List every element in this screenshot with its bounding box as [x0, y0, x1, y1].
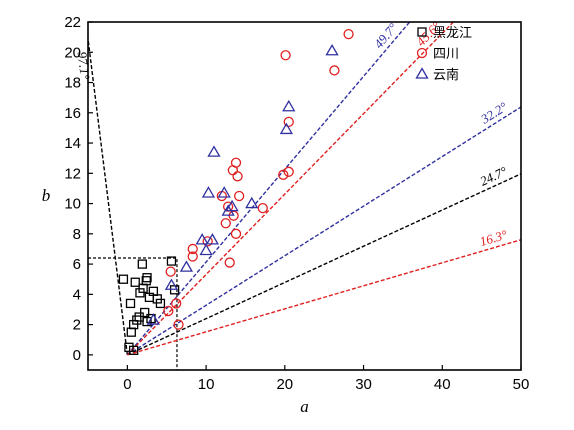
point-triangle-2-1 — [164, 278, 179, 290]
point-circle-1-10 — [234, 190, 245, 202]
data-points — [118, 28, 354, 355]
point-triangle-2-2 — [179, 260, 194, 272]
x-tick-label-1: 10 — [198, 376, 215, 393]
point-square-0-18 — [118, 274, 129, 284]
angle-line-4 — [127, 173, 522, 356]
point-square-0-0 — [124, 342, 134, 352]
y-tick-label-1: 2 — [73, 317, 81, 334]
point-square-0-1 — [129, 345, 139, 355]
point-circle-1-21 — [343, 28, 354, 40]
point-square-0-12 — [141, 276, 151, 286]
point-triangle-2-13 — [282, 99, 296, 112]
y-tick-label-3: 6 — [73, 256, 81, 273]
dashed-bounding-box — [88, 257, 178, 370]
point-circle-1-19 — [329, 65, 340, 76]
point-circle-1-1 — [165, 266, 176, 277]
x-tick-label-4: 40 — [434, 376, 451, 393]
y-tick-label-11: 22 — [64, 14, 81, 31]
y-tick-label-7: 14 — [64, 135, 81, 152]
point-triangle-2-7 — [217, 186, 231, 198]
point-square-0-4 — [132, 315, 142, 325]
point-circle-1-16 — [278, 169, 289, 180]
point-circle-1-2 — [187, 251, 198, 262]
point-triangle-2-10 — [245, 196, 259, 209]
point-square-0-19 — [142, 273, 152, 283]
legend-marker-2 — [415, 67, 429, 79]
angle-line-5 — [127, 239, 522, 356]
x-tick-label-0: 0 — [123, 376, 131, 393]
point-circle-1-18 — [283, 116, 294, 128]
y-tick-label-0: 0 — [73, 347, 81, 364]
angle-line-2 — [126, 21, 454, 356]
point-square-0-2 — [126, 327, 136, 337]
angle-label-1: 49.7° — [371, 20, 401, 51]
point-triangle-2-4 — [199, 243, 213, 256]
point-square-0-21 — [166, 256, 177, 266]
angle-label-4: 24.7° — [478, 163, 510, 188]
point-circle-1-14 — [230, 157, 242, 168]
point-circle-1-3 — [187, 243, 198, 255]
legend-label-0: 黑龙江 — [433, 26, 472, 41]
point-triangle-2-14 — [325, 43, 339, 56]
point-circle-1-11 — [257, 202, 268, 214]
y-tick-label-9: 18 — [64, 75, 81, 92]
legend-marker-1 — [416, 47, 428, 59]
point-circle-1-15 — [232, 171, 243, 182]
point-circle-1-23 — [202, 236, 213, 247]
point-triangle-2-0 — [146, 313, 160, 325]
bounding-box-outline — [88, 257, 178, 370]
point-triangle-2-12 — [279, 122, 294, 135]
point-circle-1-22 — [220, 218, 231, 229]
plot-frame — [87, 21, 522, 371]
angle-line-1 — [126, 21, 411, 356]
angle-label-5: 16.3° — [478, 227, 509, 249]
y-tick-label-4: 8 — [73, 226, 81, 243]
point-circle-1-7 — [230, 228, 242, 239]
angle-line-3 — [126, 106, 522, 356]
point-circle-1-5 — [163, 305, 174, 317]
point-square-0-9 — [125, 298, 136, 309]
legend-label-1: 四川 — [433, 47, 459, 62]
point-square-0-6 — [140, 307, 150, 318]
point-square-0-17 — [130, 277, 140, 287]
point-circle-1-6 — [224, 257, 235, 268]
point-square-0-20 — [137, 259, 147, 269]
y-tick-label-6: 12 — [64, 165, 81, 182]
x-axis-label: a — [300, 397, 309, 416]
point-circle-1-20 — [280, 50, 291, 61]
axis-ticks: 0 10 20 30 40 50 0 2 4 6 8 10 12 14 16 18 20 22 — [64, 14, 529, 393]
x-tick-label-2: 20 — [276, 376, 293, 393]
point-triangle-2-3 — [195, 233, 209, 245]
point-circle-1-17 — [283, 166, 294, 177]
point-circle-1-0 — [173, 319, 184, 330]
y-tick-label-5: 10 — [64, 196, 81, 213]
point-circle-1-4 — [171, 298, 182, 309]
point-triangle-2-6 — [201, 186, 216, 198]
y-axis-label: b — [42, 186, 51, 205]
x-tick-label-3: 30 — [355, 376, 372, 393]
legend-label-2: 云南 — [433, 67, 459, 83]
angle-line-0 — [87, 38, 129, 355]
point-triangle-2-11 — [207, 145, 221, 157]
y-tick-label-2: 4 — [73, 286, 81, 303]
point-square-0-16 — [155, 298, 166, 309]
y-tick-label-10: 20 — [64, 44, 81, 61]
point-triangle-2-5 — [205, 233, 220, 245]
x-tick-label-5: 50 — [513, 376, 530, 393]
y-tick-label-8: 16 — [64, 105, 81, 122]
point-triangle-2-9 — [225, 199, 239, 212]
legend-marker-0 — [417, 27, 427, 37]
angle-label-3: 32.2° — [477, 99, 509, 127]
